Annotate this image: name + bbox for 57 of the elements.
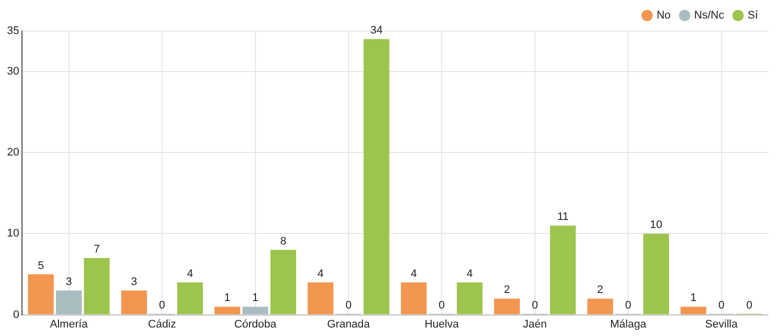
data-label: 0 xyxy=(532,299,538,312)
bar xyxy=(214,306,240,314)
bar xyxy=(28,274,54,314)
data-label: 5 xyxy=(38,260,44,272)
data-label: 4 xyxy=(466,268,473,280)
y-tick-label: 0 xyxy=(13,308,20,321)
bar xyxy=(308,282,334,314)
data-label: 3 xyxy=(131,276,138,288)
x-tick-label: Sevilla xyxy=(705,318,738,330)
y-tick-label: 35 xyxy=(6,25,20,38)
data-label: 1 xyxy=(252,292,258,304)
legend-label: Ns/Nc xyxy=(694,10,725,22)
data-label: 4 xyxy=(410,268,417,280)
data-label: 1 xyxy=(224,292,230,304)
data-label: 0 xyxy=(746,299,752,312)
x-tick-label: Almería xyxy=(50,318,89,330)
bar xyxy=(242,306,268,314)
data-label: 34 xyxy=(370,24,383,37)
data-label: 4 xyxy=(186,268,194,280)
x-tick-label: Jaén xyxy=(523,318,547,330)
bar xyxy=(456,282,483,314)
legend-label: Sí xyxy=(748,10,759,22)
data-label: 10 xyxy=(650,219,662,232)
data-label: 1 xyxy=(690,292,696,304)
legend-label: No xyxy=(656,10,671,22)
data-label: 7 xyxy=(94,244,100,256)
data-label: 2 xyxy=(504,284,510,296)
x-tick-label: Cádiz xyxy=(148,318,176,330)
data-label: 0 xyxy=(438,299,445,312)
data-label: 11 xyxy=(557,211,569,224)
bar xyxy=(680,306,706,314)
bar xyxy=(643,234,669,314)
data-label: 8 xyxy=(280,235,286,248)
data-label: 0 xyxy=(345,299,352,312)
bar xyxy=(587,298,614,314)
bar xyxy=(270,250,296,314)
data-label: 2 xyxy=(597,284,604,296)
x-tick-label: Córdoba xyxy=(234,318,278,330)
data-label: 0 xyxy=(159,299,166,312)
x-tick-label: Málaga xyxy=(610,318,648,330)
bar xyxy=(56,290,82,314)
bar xyxy=(84,258,110,314)
bar xyxy=(400,282,427,314)
x-tick-label: Granada xyxy=(327,318,371,330)
bar xyxy=(364,39,390,314)
y-tick-label: 20 xyxy=(6,146,20,159)
data-label: 3 xyxy=(66,276,72,288)
bar xyxy=(494,298,520,314)
bar xyxy=(177,282,203,314)
data-label: 0 xyxy=(625,299,632,312)
data-label: 4 xyxy=(317,268,324,280)
bar xyxy=(121,290,147,314)
bar xyxy=(550,226,576,314)
x-tick-label: Huelva xyxy=(424,318,460,330)
y-tick-label: 30 xyxy=(6,66,20,78)
y-tick-label: 10 xyxy=(6,228,20,240)
data-label: 0 xyxy=(718,299,724,312)
